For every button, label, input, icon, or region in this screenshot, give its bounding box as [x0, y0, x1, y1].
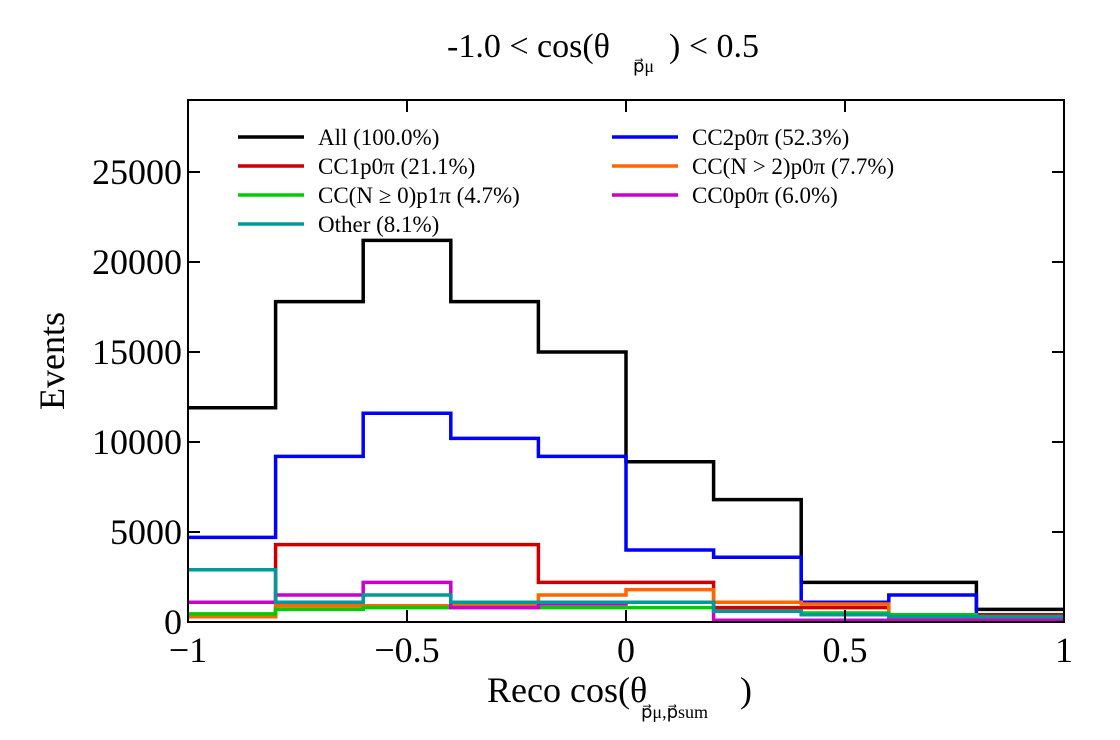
- series-line-5: [188, 580, 1064, 622]
- series-line-6: [188, 568, 1064, 619]
- x-tick-label: 0.5: [823, 630, 868, 670]
- legend-entry-label: CC1p0π (21.1%): [318, 154, 475, 179]
- y-tick-label: 10000: [92, 422, 182, 462]
- title-tail: ) < 0.5: [669, 28, 759, 65]
- legend: All (100.0%) CC1p0π (21.1%) CC(N ≥ 0)p1π (…: [238, 125, 894, 237]
- x-axis-label-tail: ): [740, 670, 752, 710]
- y-tick-label: 20000: [92, 242, 182, 282]
- title-subscript: p⃗μ: [633, 56, 654, 76]
- y-axis-label: Events: [32, 312, 72, 410]
- legend-entry-label: CC(N > 2)p0π (7.7%): [692, 154, 894, 179]
- series-line-0: [188, 238, 1064, 612]
- title-main: -1.0 < cos(θ: [447, 28, 610, 65]
- y-tick-label: 15000: [92, 332, 182, 372]
- x-tick-label: 0: [617, 630, 635, 670]
- legend-entry-label: CC0p0π (6.0%): [692, 183, 838, 208]
- y-tick-label: 5000: [110, 512, 182, 552]
- x-axis-label: Reco cos(θ p⃗μ,p⃗sum ): [487, 670, 752, 722]
- legend-entry-label: CC2p0π (52.3%): [692, 125, 849, 150]
- legend-entry-label: All (100.0%): [318, 125, 439, 150]
- x-tick-label: −1: [169, 630, 207, 670]
- y-tick-label: 0: [164, 602, 182, 642]
- chart-title: -1.0 < cos(θ p⃗μ ) < 0.5: [447, 28, 759, 76]
- series-layer: [188, 238, 1064, 622]
- x-axis-label-subscript: p⃗μ,p⃗sum: [641, 702, 708, 722]
- ticks-layer: −1 −0.5 0 0.5 1 0 5000 10000 15000 20000 25000: [92, 100, 1073, 670]
- y-tick-label: 25000: [92, 152, 182, 192]
- legend-entry-label: Other (8.1%): [318, 212, 439, 237]
- legend-entry-label: CC(N ≥ 0)p1π (4.7%): [318, 183, 520, 208]
- series-line-1: [188, 411, 1064, 618]
- x-tick-label: 1: [1055, 630, 1073, 670]
- x-tick-label: −0.5: [374, 630, 439, 670]
- x-axis-label-main: Reco cos(θ: [487, 670, 647, 710]
